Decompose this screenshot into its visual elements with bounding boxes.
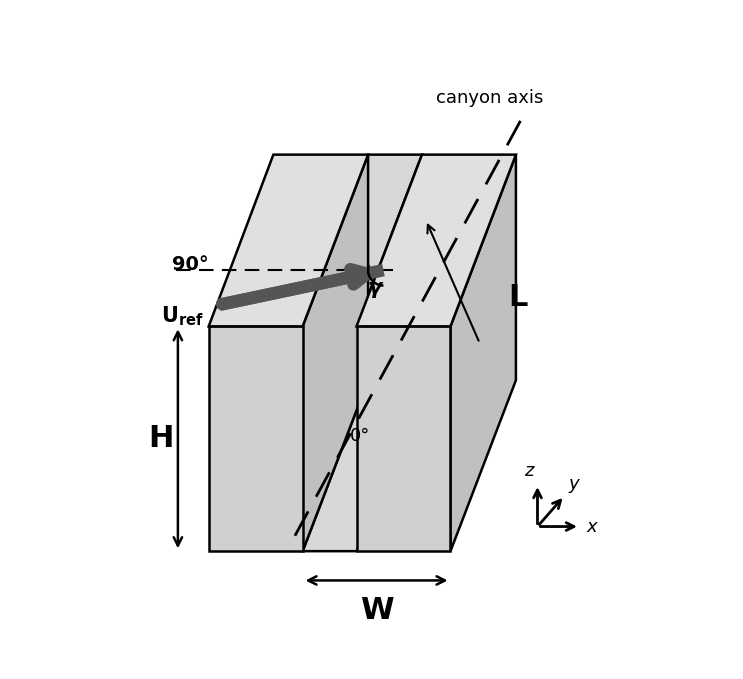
- Text: L: L: [508, 282, 528, 312]
- Polygon shape: [357, 155, 516, 327]
- Text: H: H: [149, 424, 174, 454]
- Text: canyon axis: canyon axis: [436, 90, 543, 107]
- Polygon shape: [209, 327, 302, 551]
- Polygon shape: [209, 155, 368, 327]
- Text: 90°: 90°: [172, 255, 209, 274]
- Polygon shape: [302, 155, 368, 551]
- Text: y: y: [568, 475, 579, 494]
- Polygon shape: [357, 327, 450, 551]
- Text: γ: γ: [368, 278, 383, 298]
- Polygon shape: [450, 155, 516, 551]
- Text: W: W: [360, 596, 393, 625]
- Polygon shape: [302, 380, 422, 551]
- Text: $\mathbf{U_{ref}}$: $\mathbf{U_{ref}}$: [161, 304, 204, 328]
- Text: x: x: [586, 517, 597, 536]
- Polygon shape: [302, 155, 422, 327]
- Text: 0°: 0°: [350, 426, 371, 445]
- Text: z: z: [524, 462, 533, 480]
